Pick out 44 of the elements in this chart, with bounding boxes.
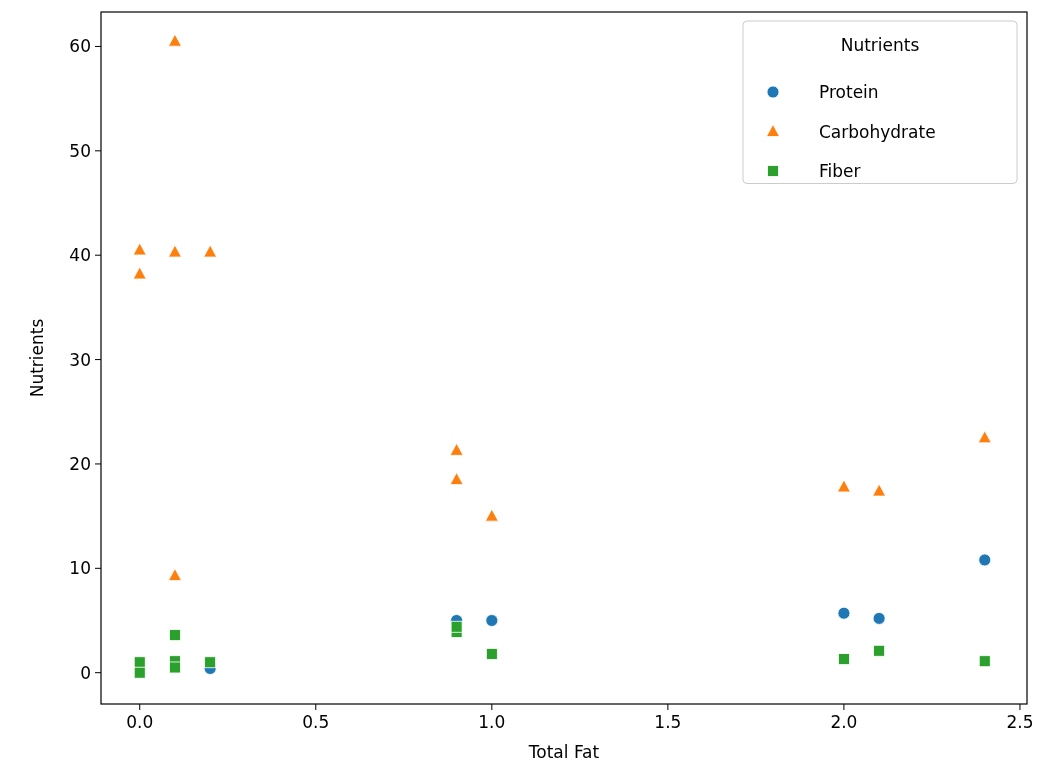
legend-label: Protein — [819, 82, 879, 102]
legend-title: Nutrients — [840, 35, 920, 55]
point — [485, 614, 499, 627]
point — [872, 483, 887, 497]
point — [978, 553, 992, 567]
point — [484, 508, 499, 522]
legend-label: Fiber — [819, 161, 861, 181]
point — [168, 244, 182, 258]
legend-label: Carbohydrate — [819, 121, 936, 142]
y-tick-label: 0 — [80, 662, 91, 683]
y-tick-label: 50 — [69, 140, 91, 161]
point — [837, 479, 851, 493]
x-axis-title: Total Fat — [527, 742, 600, 762]
point — [838, 653, 850, 666]
point — [168, 33, 182, 47]
y-tick-label: 10 — [69, 558, 91, 579]
point — [168, 568, 182, 582]
point — [449, 442, 464, 456]
point — [132, 266, 147, 280]
point — [977, 430, 992, 444]
x-tick-label: 2.5 — [1006, 712, 1034, 732]
x-tick-label: 0.5 — [302, 712, 330, 732]
point — [978, 655, 991, 668]
point — [132, 242, 147, 256]
y-tick-label: 20 — [69, 453, 91, 474]
y-tick-label: 40 — [69, 245, 91, 266]
y-tick-label: 30 — [69, 349, 91, 370]
x-tick-label: 2.0 — [830, 712, 858, 732]
point — [169, 629, 181, 642]
point — [450, 620, 463, 633]
point — [872, 612, 886, 625]
x-tick-label: 1.0 — [478, 712, 506, 732]
y-axis-title: Nutrients — [27, 318, 47, 398]
x-tick-label: 0.0 — [126, 712, 154, 732]
point — [485, 648, 498, 660]
y-tick-label: 60 — [69, 36, 91, 57]
point — [204, 656, 217, 669]
point — [837, 606, 851, 620]
point — [203, 244, 218, 258]
x-tick-label: 1.5 — [654, 712, 682, 732]
point — [449, 472, 464, 485]
point — [873, 644, 886, 657]
point — [133, 666, 146, 679]
point — [169, 661, 181, 674]
